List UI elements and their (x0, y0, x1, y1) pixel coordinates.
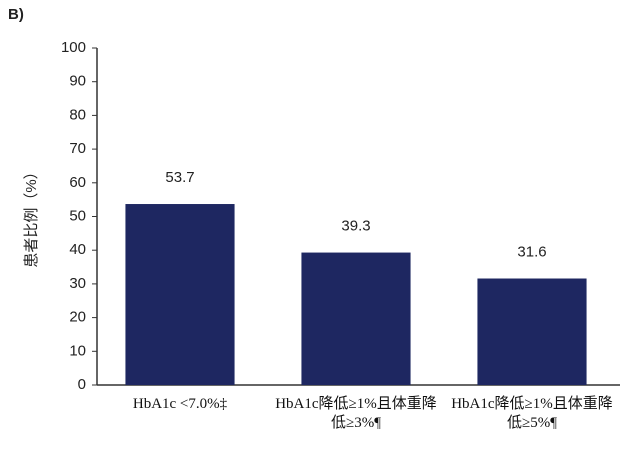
bar (125, 204, 235, 385)
value-label: 53.7 (165, 169, 194, 186)
y-tick-label: 30 (69, 275, 86, 292)
y-tick-label: 50 (69, 207, 86, 224)
y-tick-label: 20 (69, 309, 86, 326)
x-tick-label: HbA1c降低≥1%且体重降低≥5%¶ (451, 396, 613, 431)
y-tick-label: 10 (69, 342, 86, 359)
x-tick-label: HbA1c <7.0%‡ (132, 396, 228, 412)
y-tick-label: 70 (69, 140, 86, 157)
y-tick-label: 60 (69, 174, 86, 191)
panel-label: B) (8, 6, 24, 23)
value-label: 39.3 (341, 218, 370, 235)
y-tick-label: 100 (61, 39, 86, 56)
bar (477, 278, 587, 385)
y-tick-label: 0 (78, 376, 86, 393)
y-axis-label: 患者比例（%） (23, 164, 40, 267)
value-label: 31.6 (517, 243, 546, 260)
y-tick-label: 40 (69, 241, 86, 258)
y-tick-label: 90 (69, 73, 86, 90)
y-tick-label: 80 (69, 106, 86, 123)
x-tick-label: HbA1c降低≥1%且体重降低≥3%¶ (275, 396, 437, 431)
bar (301, 252, 411, 385)
